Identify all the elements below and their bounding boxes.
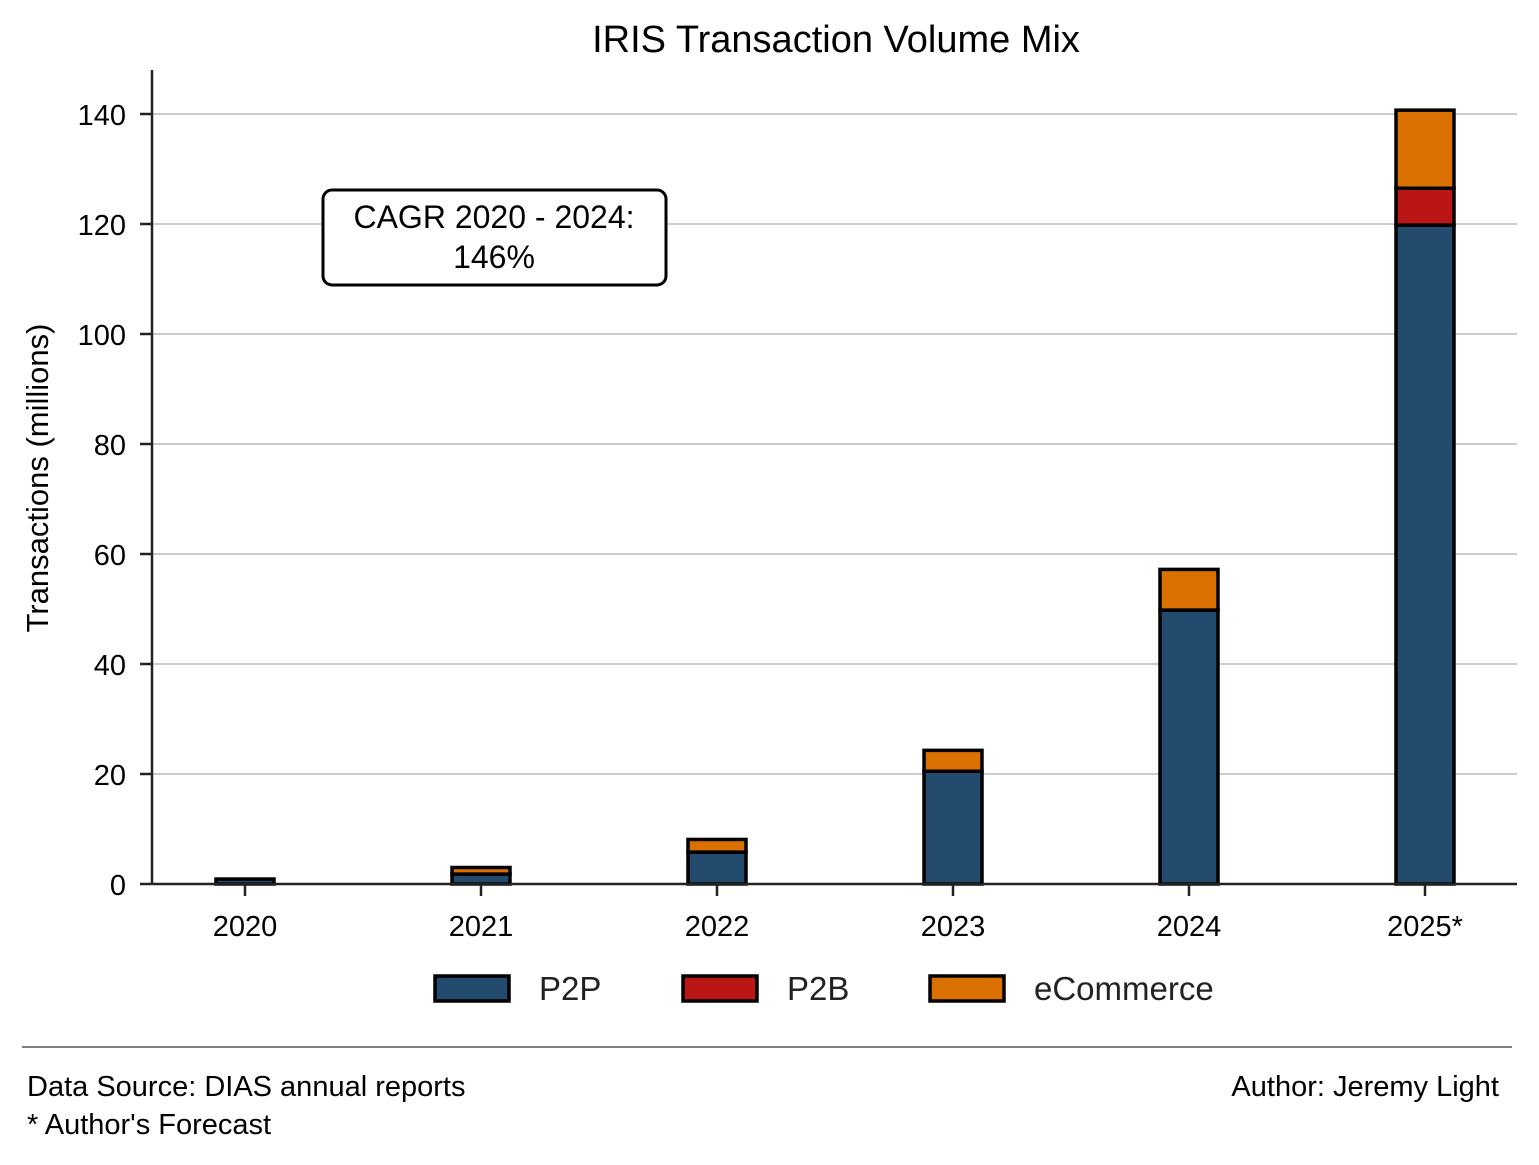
chart: IRIS Transaction Volume Mix Transactions… <box>20 19 1517 1007</box>
bar-ecommerce-2021 <box>450 865 512 876</box>
bar-ecommerce-2024 <box>1158 567 1220 612</box>
y-tick-label: 60 <box>94 540 126 572</box>
y-tick-label: 40 <box>94 650 126 682</box>
y-tick-label: 120 <box>78 210 126 242</box>
y-tick-label: 20 <box>94 760 126 792</box>
bar-p2p-2022 <box>686 850 748 886</box>
forecast-note: * Author's Forecast <box>27 1109 272 1141</box>
y-ticks: 0 20 40 60 80 100 120 140 <box>78 100 152 902</box>
y-tick-label: 100 <box>78 320 126 352</box>
legend-label-p2p: P2P <box>539 970 601 1007</box>
x-tick-label: 2020 <box>213 911 278 943</box>
chart-title: IRIS Transaction Volume Mix <box>592 19 1080 61</box>
legend-label-ecommerce: eCommerce <box>1034 970 1214 1007</box>
x-tick-label: 2023 <box>921 911 986 943</box>
legend-label-p2b: P2B <box>787 970 849 1007</box>
annotation-box <box>321 188 668 287</box>
annotation-line-2: 146% <box>453 239 535 275</box>
y-axis-label: Transactions (millions) <box>20 324 55 633</box>
bar-p2b-2025 <box>1394 186 1456 227</box>
bars <box>214 108 1456 886</box>
legend: P2P P2B eCommerce <box>433 970 1214 1007</box>
legend-swatch-p2p <box>433 974 511 1003</box>
bar-p2p-2023 <box>922 769 984 886</box>
x-tick-label: 2022 <box>685 911 750 943</box>
bar-p2p-2024 <box>1158 608 1220 886</box>
y-tick-label: 0 <box>110 870 126 902</box>
data-source-note: Data Source: DIAS annual reports <box>27 1071 466 1103</box>
x-tick-label: 2021 <box>449 911 514 943</box>
author-credit: Author: Jeremy Light <box>1231 1071 1499 1103</box>
footer-left: Data Source: DIAS annual reports * Autho… <box>27 1068 465 1144</box>
x-tick-label: 2024 <box>1157 911 1222 943</box>
footer-right: Author: Jeremy Light <box>1231 1068 1499 1106</box>
cagr-annotation: CAGR 2020 - 2024: 146% <box>321 188 668 287</box>
y-tick-label: 80 <box>94 430 126 462</box>
annotation-line-1: CAGR 2020 - 2024: <box>353 199 634 235</box>
y-tick-label: 140 <box>78 100 126 132</box>
x-tick-label: 2025* <box>1387 911 1463 943</box>
legend-swatch-ecommerce <box>928 974 1006 1003</box>
legend-swatch-p2b <box>681 974 759 1003</box>
axes <box>150 70 1517 886</box>
bar-ecommerce-2025 <box>1394 108 1456 190</box>
x-ticks: 2020 2021 2022 2023 2024 2025* <box>213 884 1463 943</box>
footer-divider <box>22 1046 1512 1048</box>
bar-p2p-2025 <box>1394 223 1456 886</box>
bar-ecommerce-2022 <box>686 837 748 854</box>
bar-ecommerce-2023 <box>922 748 984 773</box>
